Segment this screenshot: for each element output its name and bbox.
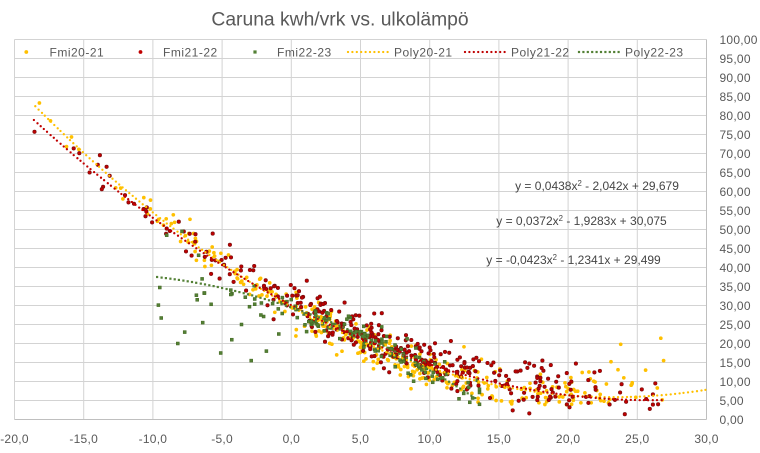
svg-text:5,00: 5,00 — [720, 394, 744, 408]
svg-text:20,00: 20,00 — [720, 337, 751, 351]
svg-text:85,00: 85,00 — [720, 90, 751, 104]
svg-text:y = 0,0372x2 - 1,9283x + 30,07: y = 0,0372x2 - 1,9283x + 30,075 — [496, 214, 667, 228]
svg-text:30,0: 30,0 — [694, 432, 718, 446]
svg-text:Poly21-22: Poly21-22 — [511, 46, 570, 60]
svg-text:0,0: 0,0 — [283, 432, 301, 446]
svg-text:Poly22-23: Poly22-23 — [625, 46, 684, 60]
svg-text:15,0: 15,0 — [487, 432, 511, 446]
svg-text:-15,0: -15,0 — [69, 432, 98, 446]
svg-text:y = -0,0423x2 - 1,2341x + 29,4: y = -0,0423x2 - 1,2341x + 29,499 — [486, 253, 661, 267]
svg-text:-10,0: -10,0 — [139, 432, 168, 446]
svg-text:25,00: 25,00 — [720, 318, 751, 332]
svg-text:Poly20-21: Poly20-21 — [394, 46, 453, 60]
svg-text:55,00: 55,00 — [720, 204, 751, 218]
svg-text:75,00: 75,00 — [720, 128, 751, 142]
svg-text:45,00: 45,00 — [720, 242, 751, 256]
svg-text:Fmi20-21: Fmi20-21 — [50, 46, 105, 60]
svg-text:70,00: 70,00 — [720, 147, 751, 161]
svg-text:100,00: 100,00 — [720, 33, 758, 47]
svg-text:5,0: 5,0 — [352, 432, 370, 446]
svg-text:y = 0,0438x2 - 2,042x + 29,679: y = 0,0438x2 - 2,042x + 29,679 — [515, 179, 679, 193]
svg-text:20,0: 20,0 — [556, 432, 580, 446]
svg-text:80,00: 80,00 — [720, 109, 751, 123]
svg-text:-5,0: -5,0 — [211, 432, 233, 446]
svg-text:90,00: 90,00 — [720, 71, 751, 85]
svg-text:15,00: 15,00 — [720, 356, 751, 370]
svg-text:Fmi22-23: Fmi22-23 — [277, 46, 332, 60]
svg-text:60,00: 60,00 — [720, 185, 751, 199]
svg-text:10,0: 10,0 — [418, 432, 442, 446]
svg-text:40,00: 40,00 — [720, 261, 751, 275]
svg-text:30,00: 30,00 — [720, 299, 751, 313]
svg-text:10,00: 10,00 — [720, 375, 751, 389]
svg-text:Fmi21-22: Fmi21-22 — [163, 46, 218, 60]
svg-text:50,00: 50,00 — [720, 223, 751, 237]
svg-text:Caruna kwh/vrk vs. ulkolämpö: Caruna kwh/vrk vs. ulkolämpö — [211, 10, 468, 31]
svg-text:35,00: 35,00 — [720, 280, 751, 294]
svg-text:-20,0: -20,0 — [0, 432, 29, 446]
svg-text:95,00: 95,00 — [720, 52, 751, 66]
svg-text:25,0: 25,0 — [625, 432, 649, 446]
svg-text:0,00: 0,00 — [720, 413, 744, 427]
svg-text:65,00: 65,00 — [720, 166, 751, 180]
